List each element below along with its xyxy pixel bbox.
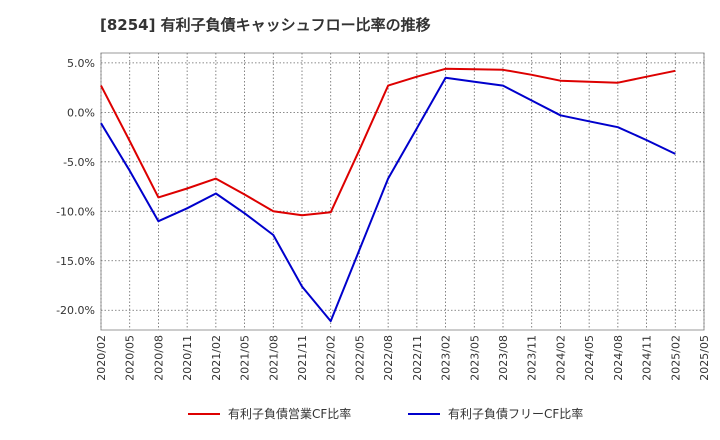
x-tick-label: 2021/11 [296, 335, 309, 381]
x-tick-label: 2020/11 [181, 335, 194, 381]
x-tick-label: 2022/05 [353, 335, 366, 381]
x-tick-label: 2022/08 [382, 335, 395, 381]
legend-label-2: 有利子負債フリーCF比率 [448, 406, 583, 421]
y-tick-label: 0.0% [67, 106, 95, 119]
x-tick-label: 2021/05 [239, 335, 252, 381]
series-line-1 [100, 67, 676, 217]
chart-title: [8254] 有利子負債キャッシュフロー比率の推移 [100, 16, 431, 34]
x-tick-label: 2020/08 [152, 335, 165, 381]
y-tick-label: -5.0% [63, 156, 95, 169]
legend: 有利子負債営業CF比率 有利子負債フリーCF比率 [188, 406, 583, 421]
x-tick-label: 2022/02 [325, 335, 338, 381]
y-tick-label: -20.0% [56, 304, 95, 317]
grid-lines [100, 53, 705, 330]
x-tick-label: 2021/08 [267, 335, 280, 381]
x-tick-label: 2023/08 [497, 335, 510, 381]
x-tick-label: 2023/05 [468, 335, 481, 381]
y-tick-label: -10.0% [56, 205, 95, 218]
series-line-2 [100, 76, 676, 323]
y-axis-ticks: 5.0% 0.0% -5.0% -10.0% -15.0% -20.0% [56, 57, 95, 317]
x-tick-label: 2024/11 [641, 335, 654, 381]
x-tick-label: 2024/08 [612, 335, 625, 381]
x-tick-label: 2021/02 [210, 335, 223, 381]
x-tick-label: 2023/11 [526, 335, 539, 381]
x-axis-ticks: 2020/02 2020/05 2020/08 2020/11 2021/02 2021/… [95, 335, 711, 381]
x-tick-label: 2024/02 [554, 335, 567, 381]
x-tick-label: 2020/02 [95, 335, 108, 381]
x-tick-label: 2022/11 [411, 335, 424, 381]
series-lines [100, 67, 676, 323]
y-tick-label: 5.0% [67, 57, 95, 70]
x-tick-label: 2024/05 [583, 335, 596, 381]
plot-area [100, 52, 705, 331]
x-tick-label: 2023/02 [440, 335, 453, 381]
x-tick-label: 2020/05 [124, 335, 137, 381]
x-tick-label: 2025/05 [698, 335, 711, 381]
legend-label-1: 有利子負債営業CF比率 [228, 406, 351, 421]
y-tick-label: -15.0% [56, 255, 95, 268]
x-tick-label: 2025/02 [669, 335, 682, 381]
